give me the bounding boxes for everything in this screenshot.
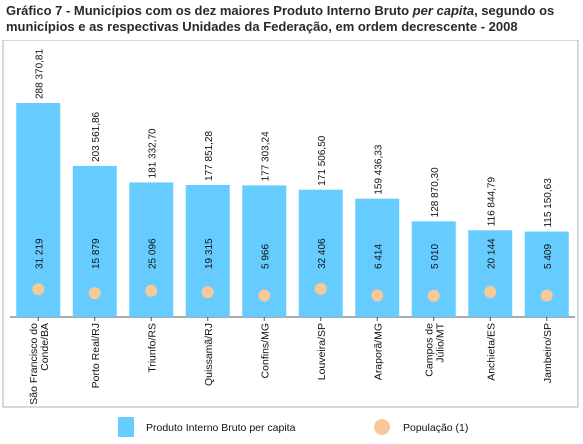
x-tick-label: Anchieta/ES [485, 323, 497, 381]
legend-swatch-population [374, 419, 390, 435]
population-dot [484, 286, 497, 299]
x-tick-label: Porto Real/RJ [90, 323, 102, 388]
data-label-population: 32 406 [317, 238, 328, 269]
data-label-pib: 159 436,33 [373, 144, 384, 194]
data-label-pib: 128 870,30 [430, 167, 441, 217]
data-label-population: 19 315 [204, 238, 215, 269]
x-tick-label: Louveira/SP [316, 323, 328, 380]
chart-frame-border [2, 39, 579, 408]
x-tick-label: São Francisco do [28, 323, 40, 405]
bar-pib-per-capita [524, 231, 569, 317]
legend-label-population: População (1) [403, 422, 468, 434]
bar-chart: 288 370,81 31 219 São Francisco do Conde/BA… [2, 39, 579, 437]
data-label-population: 20 144 [486, 238, 497, 269]
population-dot [371, 289, 384, 302]
chart-title-rest: , segundo os municípios e as respectivas… [6, 3, 555, 34]
bar-pib-per-capita [16, 103, 61, 317]
x-tick-label: Conde/BA [39, 323, 51, 371]
data-label-pib: 116 844,79 [486, 177, 497, 227]
x-tick-label: Júlio/MT [434, 322, 446, 362]
data-label-population: 25 096 [147, 238, 158, 269]
x-tick-label: Triunfo/RS [146, 323, 158, 373]
data-label-pib: 203 561,86 [91, 111, 102, 161]
x-tick-label: Campos de [423, 323, 435, 377]
x-tick-label: Confins/MG [259, 323, 271, 378]
chart-title-lead: Gráfico 7 - Municípios com os dez maiore… [6, 3, 413, 18]
legend-swatch-pib [118, 417, 134, 437]
population-dot [32, 283, 45, 296]
data-label-population: 5 966 [260, 244, 271, 269]
data-label-pib: 181 332,70 [147, 128, 158, 178]
chart-title-emphasis: per capita [412, 3, 475, 18]
bar-pib-per-capita [468, 230, 513, 317]
data-label-pib: 171 506,50 [317, 135, 328, 185]
population-dot [88, 287, 101, 300]
x-tick-label: Jambeiro/SP [542, 323, 554, 383]
population-dot [427, 289, 440, 302]
data-label-pib: 177 303,24 [260, 131, 271, 181]
population-dot [540, 289, 553, 302]
data-label-pib: 115 150,63 [543, 178, 554, 228]
chart-area: 288 370,81 31 219 São Francisco do Conde/BA… [0, 39, 583, 439]
data-label-population: 5 409 [543, 244, 554, 269]
data-label-population: 6 414 [373, 244, 384, 269]
population-dot [201, 286, 214, 299]
data-label-population: 31 219 [34, 238, 45, 269]
population-dot [258, 289, 271, 302]
bar-pib-per-capita [298, 189, 343, 317]
data-label-pib: 288 370,81 [34, 49, 45, 99]
data-label-population: 15 879 [91, 238, 102, 269]
data-label-population: 5 010 [430, 244, 441, 269]
legend-label-pib: Produto Interno Bruto per capita [146, 422, 296, 434]
x-tick-label: Araporã/MG [372, 323, 384, 380]
data-label-pib: 177 851,28 [204, 131, 215, 181]
population-dot [145, 284, 158, 297]
chart-title: Gráfico 7 - Municípios com os dez maiore… [6, 3, 580, 35]
x-tick-label: Quissamã/RJ [203, 323, 215, 386]
population-dot [314, 283, 327, 295]
